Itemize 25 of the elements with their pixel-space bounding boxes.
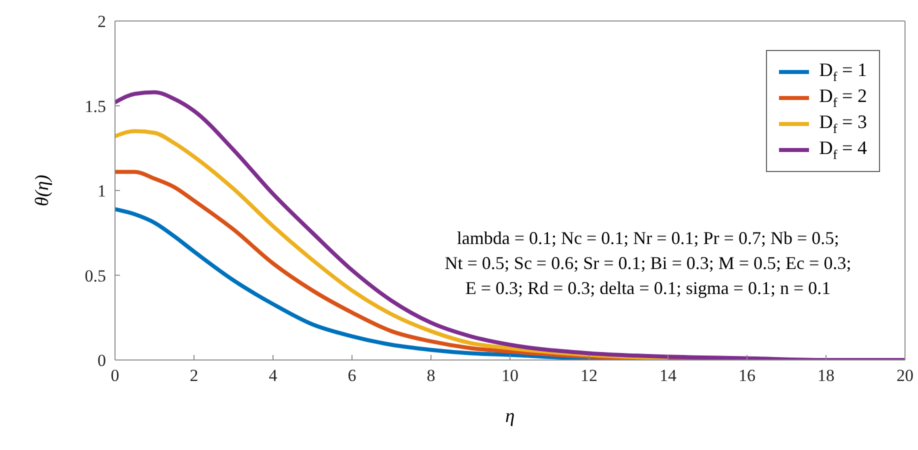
y-tick-label: 1 — [98, 182, 106, 201]
y-tick-label: 2 — [98, 12, 106, 32]
x-tick-label: 14 — [660, 366, 677, 386]
annotation: Nt = 0.5; Sc = 0.6; Sr = 0.1; Bi = 0.3; M = 0.5; Ec = 0.3; — [444, 253, 852, 273]
x-tick-label: 8 — [426, 366, 436, 386]
legend-label: D$_{f}$ = 1 — [819, 60, 867, 84]
x-tick-label: 16 — [738, 366, 756, 386]
legend-label: D$_{f}$ = 4 — [819, 138, 867, 162]
x-tick-label: 18 — [818, 366, 834, 386]
x-tick-label: 12 — [580, 366, 598, 386]
legend-label: D$_{f}$ = 3 — [819, 112, 867, 136]
x-tick-label: 20 — [896, 366, 914, 386]
x-tick-label: 2 — [190, 366, 198, 386]
x-tick-label: 10 — [502, 366, 518, 386]
legend-label: D$_{f}$ = 2 — [819, 86, 867, 110]
x-tick-label: 0 — [110, 366, 120, 386]
y-axis-title: θ(η) — [32, 174, 53, 206]
y-tick-label: 0 — [98, 351, 106, 370]
annotation: E = 0.3; Rd = 0.3; delta = 0.1; sigma = 0.1; n = 0.1 — [465, 278, 831, 298]
y-tick-label: 1.5 — [84, 96, 106, 116]
x-tick-label: 4 — [268, 366, 278, 386]
x-tick-label: 6 — [348, 366, 356, 386]
y-tick-label: 0.5 — [84, 266, 106, 286]
x-axis-title: η — [505, 406, 515, 427]
annotation: lambda = 0.1; Nc = 0.1; Nr = 0.1; Pr = 0.7; Nb = 0.5; — [456, 228, 840, 248]
